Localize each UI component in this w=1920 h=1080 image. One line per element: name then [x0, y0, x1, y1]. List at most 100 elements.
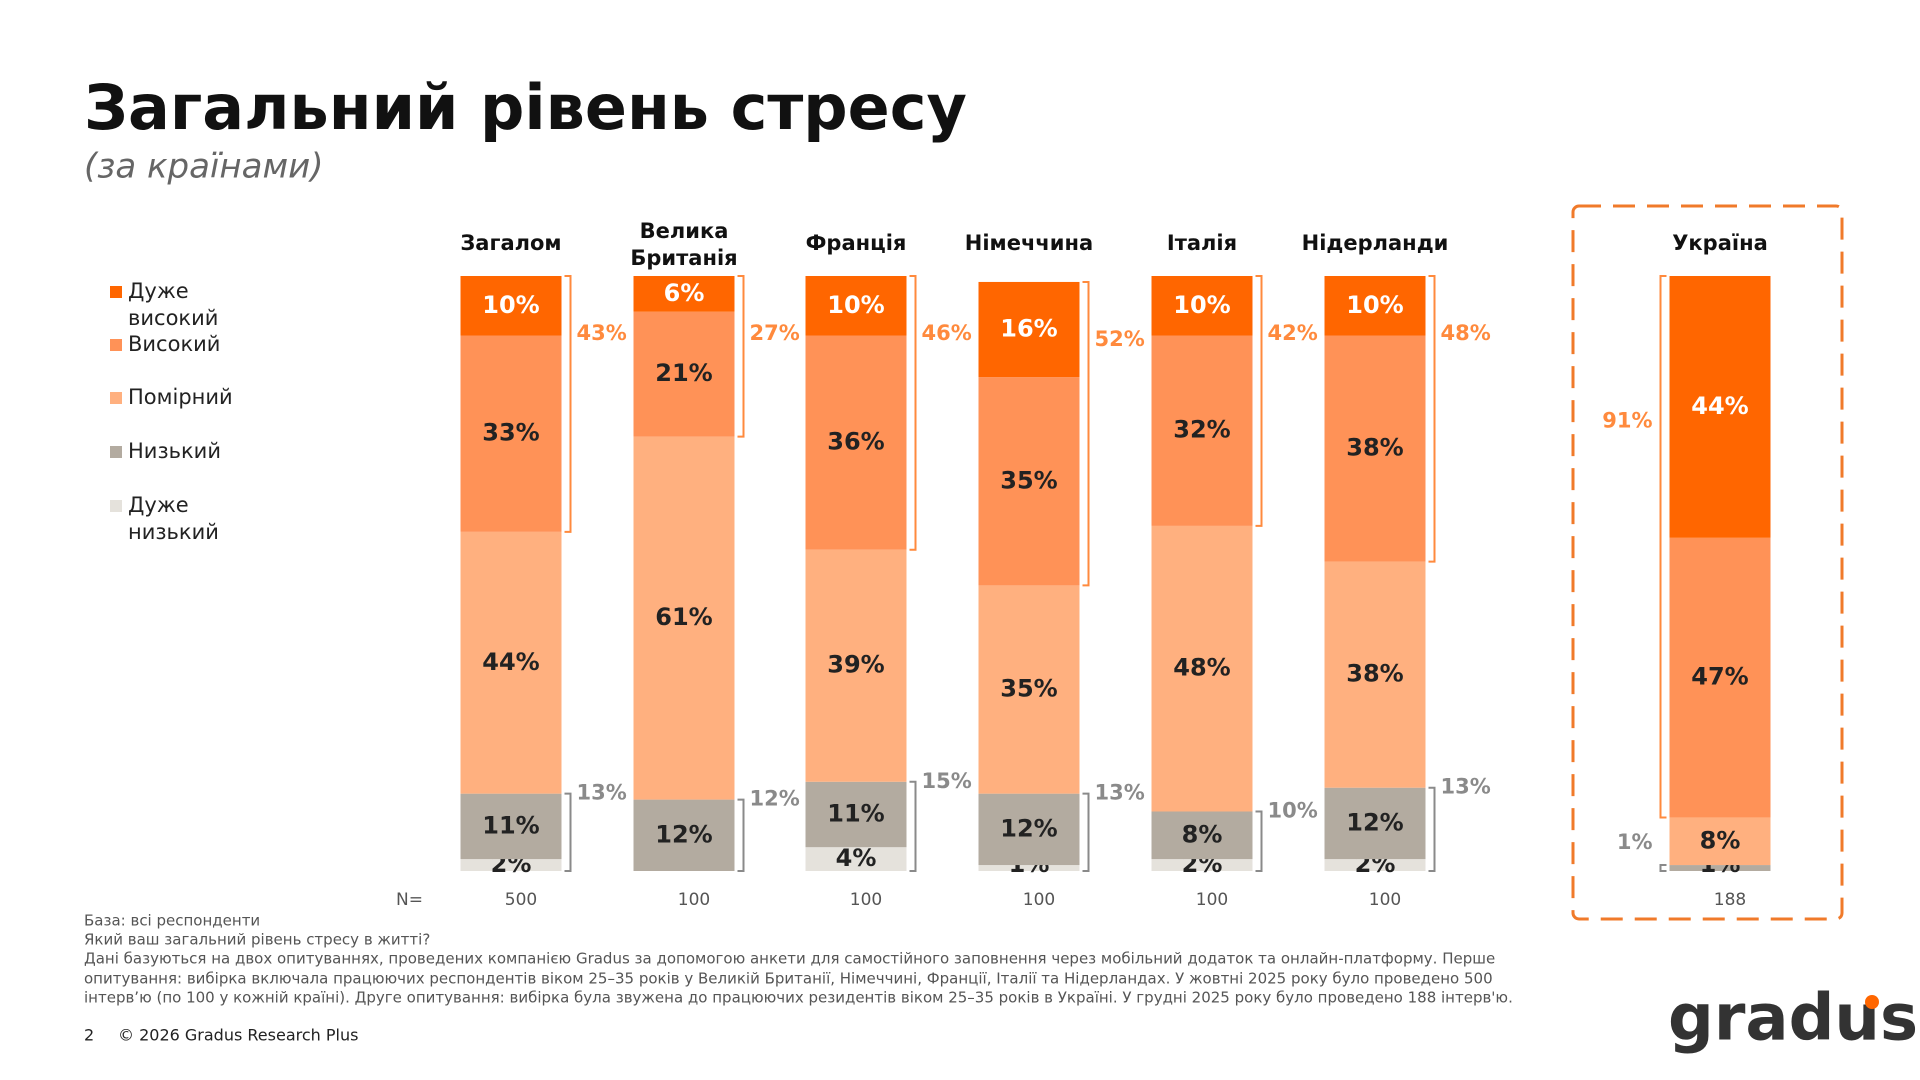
bar-segment — [1324, 335, 1426, 562]
legend-label: Помірний — [128, 385, 233, 409]
low-total-label: 1% — [1617, 830, 1653, 854]
data-label: 36% — [827, 428, 884, 456]
high-total-label: 27% — [750, 321, 800, 345]
bar-segment — [978, 281, 1080, 378]
chart-subtitle: (за країнами) — [84, 147, 323, 187]
chart-title: Загальний рівень стресу — [84, 71, 967, 144]
bar-segment — [1151, 859, 1253, 871]
low-total-label: 13% — [577, 781, 627, 805]
bar-segment — [805, 781, 907, 848]
page-number: 2 — [84, 1026, 94, 1045]
data-label: 35% — [1000, 466, 1057, 494]
x-tick-label: Німеччина — [965, 231, 1093, 255]
bar-segment — [1324, 561, 1426, 788]
n-value: 100 — [1023, 890, 1055, 910]
bar-segment — [1324, 859, 1426, 871]
bar-segment — [633, 311, 735, 437]
bar-segment — [1151, 335, 1253, 526]
data-label: 10% — [482, 291, 539, 319]
bar-segment — [1669, 537, 1771, 818]
data-label: 38% — [1346, 660, 1403, 688]
bar-segment — [978, 377, 1080, 586]
legend-item: Дуже високий — [110, 278, 238, 332]
legend-item: Низький — [110, 438, 238, 465]
bar-segment — [978, 585, 1080, 794]
low-total-label: 12% — [750, 787, 800, 811]
x-tick-label: Нідерланди — [1302, 231, 1449, 255]
x-tick-label: Велика Британія — [630, 219, 737, 270]
data-label: 4% — [836, 844, 877, 872]
data-label: 8% — [1700, 826, 1741, 854]
data-label: 44% — [1691, 392, 1748, 420]
data-label: 48% — [1173, 654, 1230, 682]
data-label: 38% — [1346, 434, 1403, 462]
bar-segment — [978, 793, 1080, 866]
bar-segment — [460, 335, 562, 532]
logo-dot — [1865, 995, 1879, 1009]
low-bracket — [1659, 864, 1667, 872]
n-label: N= — [396, 890, 423, 910]
bar-segment — [1151, 811, 1253, 860]
low-total-label: 15% — [922, 769, 972, 793]
n-value: 100 — [1196, 890, 1228, 910]
bar-segment — [1324, 276, 1426, 336]
bar-segment — [1324, 787, 1426, 860]
data-label: 61% — [655, 603, 712, 631]
high-total-label: 46% — [922, 321, 972, 345]
data-label: 12% — [655, 820, 712, 848]
bar-segment — [633, 436, 735, 800]
legend-swatch — [110, 446, 122, 458]
low-total-label: 13% — [1095, 781, 1145, 805]
data-label: 21% — [655, 359, 712, 387]
footnote: Який ваш загальний рівень стресу в житті… — [84, 931, 430, 949]
low-total-label: 10% — [1268, 799, 1318, 823]
n-value: 100 — [1369, 890, 1401, 910]
data-label: 12% — [1346, 808, 1403, 836]
bar-segment — [633, 276, 735, 312]
legend-swatch — [110, 500, 122, 512]
bar-segment — [1669, 276, 1771, 538]
data-label: 33% — [482, 419, 539, 447]
n-value: 188 — [1714, 890, 1746, 910]
bar-segment — [805, 335, 907, 550]
n-value: 500 — [505, 890, 537, 910]
bar-segment — [805, 847, 907, 871]
footnote: опитування: вибірка включала працюючих р… — [84, 970, 1493, 988]
data-label: 12% — [1000, 814, 1057, 842]
legend-label: Дуже високий — [128, 279, 219, 330]
legend-label: Дуже низький — [128, 493, 219, 544]
data-label: 39% — [827, 651, 884, 679]
low-total-label: 13% — [1441, 775, 1491, 799]
copyright: © 2026 Gradus Research Plus — [118, 1026, 358, 1045]
data-label: 16% — [1000, 315, 1057, 343]
high-total-label: 48% — [1441, 321, 1491, 345]
x-tick-label: Загалом — [460, 231, 561, 255]
footnote: Дані базуються на двох опитуваннях, пров… — [84, 950, 1495, 968]
high-bracket — [1082, 280, 1090, 587]
bar-segment — [460, 531, 562, 794]
bar-segment — [805, 549, 907, 782]
high-total-label: 42% — [1268, 321, 1318, 345]
data-label: 11% — [482, 811, 539, 839]
bar-segment — [460, 793, 562, 860]
high-bracket — [1428, 275, 1436, 563]
low-bracket — [1428, 786, 1436, 872]
high-bracket — [1659, 275, 1667, 819]
high-bracket — [1255, 275, 1263, 527]
highlight-box — [1571, 204, 1844, 921]
high-bracket — [909, 275, 917, 551]
data-label: 44% — [482, 648, 539, 676]
logo: gradus — [1668, 982, 1918, 1056]
bar-segment — [1669, 817, 1771, 866]
low-bracket — [909, 780, 917, 872]
data-label: 47% — [1691, 663, 1748, 691]
x-tick-label: Україна — [1672, 231, 1768, 255]
data-label: 35% — [1000, 675, 1057, 703]
footnote: База: всі респонденти — [84, 912, 260, 930]
legend-item: Дуже низький — [110, 492, 238, 546]
low-bracket — [564, 792, 572, 872]
n-value: 100 — [678, 890, 710, 910]
n-value: 100 — [850, 890, 882, 910]
low-bracket — [1082, 792, 1090, 872]
data-label: 8% — [1182, 820, 1223, 848]
